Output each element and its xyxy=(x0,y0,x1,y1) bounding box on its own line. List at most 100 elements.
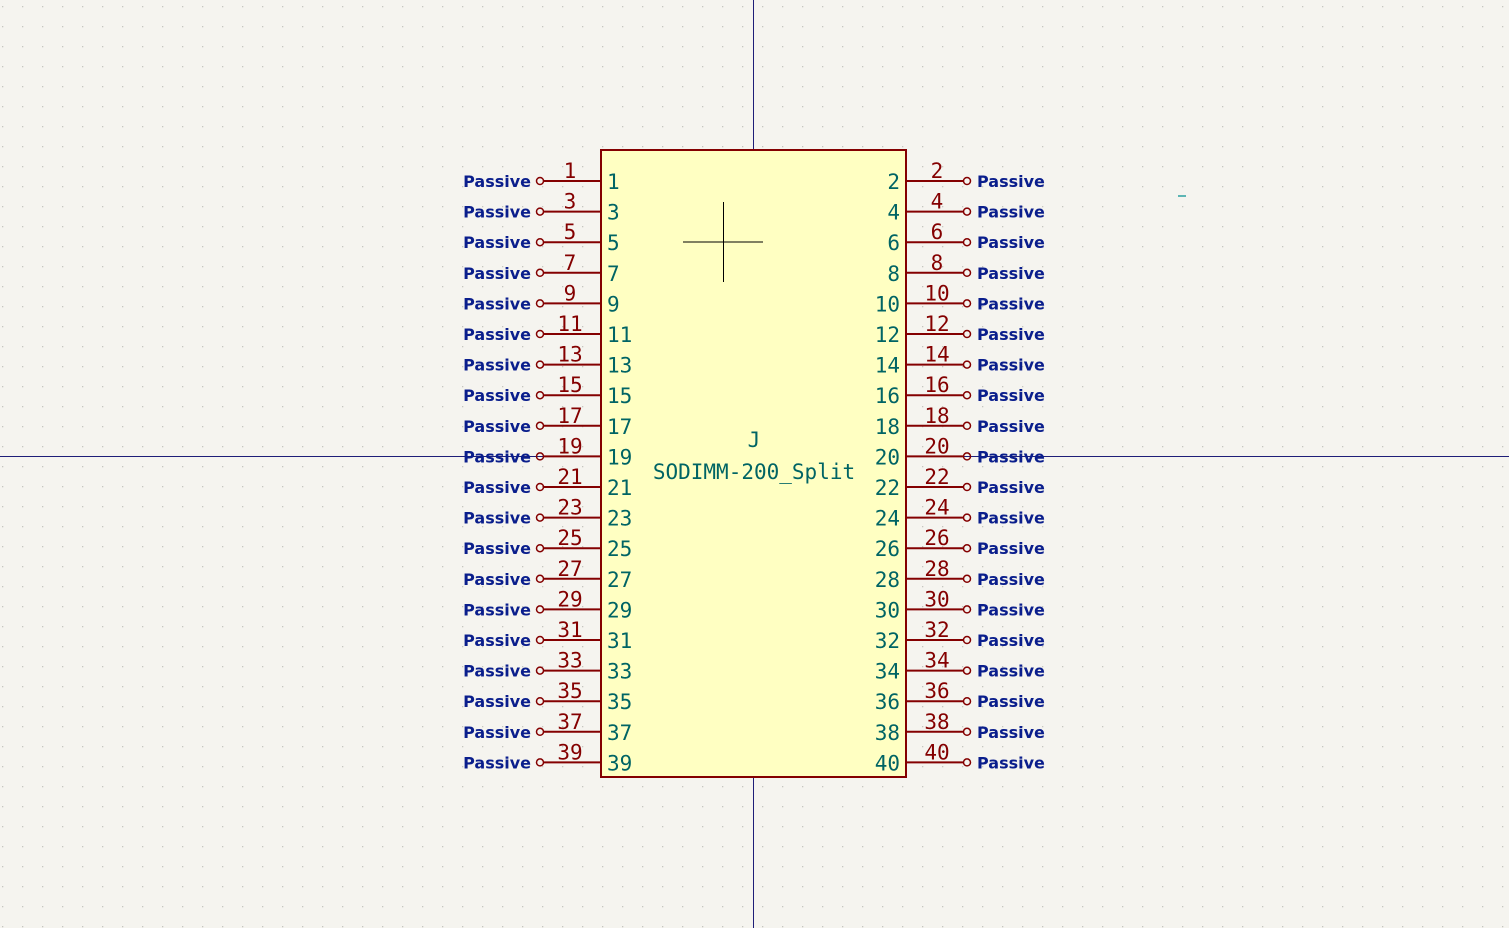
pin-33[interactable]: 33 Passive xyxy=(463,649,601,681)
pin-number: 28 xyxy=(924,557,949,581)
pin-electrical-type: Passive xyxy=(463,509,531,528)
pin-5[interactable]: 5 Passive xyxy=(463,220,601,252)
pin-name: 5 xyxy=(607,231,620,255)
pin-endpoint-icon xyxy=(962,237,972,247)
pin-name: 16 xyxy=(875,384,900,408)
pin-electrical-type: Passive xyxy=(977,172,1045,191)
pin-endpoint-icon xyxy=(962,574,972,584)
pin-electrical-type: Passive xyxy=(977,600,1045,619)
pin-21[interactable]: 21 Passive xyxy=(463,465,601,497)
pin-14[interactable]: 14 Passive xyxy=(906,343,1045,375)
pin-endpoint-icon xyxy=(962,329,972,339)
pin-26[interactable]: 26 Passive xyxy=(906,526,1045,558)
pin-4[interactable]: 4 Passive xyxy=(906,190,1045,222)
pin-9[interactable]: 9 Passive xyxy=(463,281,601,313)
pin-electrical-type: Passive xyxy=(463,233,531,252)
pin-number: 5 xyxy=(564,220,577,244)
pin-27[interactable]: 27 Passive xyxy=(463,557,601,589)
pin-30[interactable]: 30 Passive xyxy=(906,587,1045,619)
pin-endpoint-icon xyxy=(535,482,545,492)
pin-name: 32 xyxy=(875,629,900,653)
pin-name: 21 xyxy=(607,476,632,500)
pin-name: 13 xyxy=(607,354,632,378)
pin-endpoint-icon xyxy=(962,421,972,431)
pin-18[interactable]: 18 Passive xyxy=(906,404,1045,436)
pin-38[interactable]: 38 Passive xyxy=(906,710,1045,742)
pin-electrical-type: Passive xyxy=(977,294,1045,313)
pin-22[interactable]: 22 Passive xyxy=(906,465,1045,497)
pin-24[interactable]: 24 Passive xyxy=(906,496,1045,528)
pin-number: 20 xyxy=(924,434,949,458)
pin-endpoint-icon xyxy=(535,666,545,675)
pin-endpoint-icon xyxy=(962,727,972,737)
symbol-body[interactable] xyxy=(600,149,907,778)
pin-endpoint-icon xyxy=(962,207,972,216)
right-pins-group: 2 Passive 4 Passive 6 Passive 8 Passive 10 Passiv… xyxy=(906,159,1045,772)
pin-name: 7 xyxy=(607,262,620,286)
pin-2[interactable]: 2 Passive xyxy=(906,159,1045,191)
pin-number: 24 xyxy=(924,496,949,520)
pin-name: 23 xyxy=(607,507,632,531)
pin-12[interactable]: 12 Passive xyxy=(906,312,1045,344)
reference-designator[interactable]: J xyxy=(748,428,761,452)
pin-electrical-type: Passive xyxy=(977,417,1045,436)
pin-number: 29 xyxy=(557,587,582,611)
pin-11[interactable]: 11 Passive xyxy=(463,312,601,344)
pin-name: 38 xyxy=(875,721,900,745)
pin-electrical-type: Passive xyxy=(977,447,1045,466)
pin-electrical-type: Passive xyxy=(977,753,1045,772)
pin-20[interactable]: 20 Passive xyxy=(906,434,1045,466)
pin-7[interactable]: 7 Passive xyxy=(463,251,601,283)
pin-electrical-type: Passive xyxy=(463,264,531,283)
pin-40[interactable]: 40 Passive xyxy=(906,740,1045,772)
pin-34[interactable]: 34 Passive xyxy=(906,649,1045,681)
pin-name: 20 xyxy=(875,445,900,469)
pin-name: 28 xyxy=(875,568,900,592)
pin-19[interactable]: 19 Passive xyxy=(463,434,601,466)
pin-endpoint-icon xyxy=(535,574,545,584)
pin-16[interactable]: 16 Passive xyxy=(906,373,1045,405)
pin-23[interactable]: 23 Passive xyxy=(463,496,601,528)
pin-37[interactable]: 37 Passive xyxy=(463,710,601,742)
pin-25[interactable]: 25 Passive xyxy=(463,526,601,558)
pin-endpoint-icon xyxy=(962,176,972,186)
pin-number: 4 xyxy=(931,190,944,214)
pin-35[interactable]: 35 Passive xyxy=(463,679,601,711)
pin-name: 40 xyxy=(875,751,900,775)
pin-electrical-type: Passive xyxy=(977,203,1045,222)
pin-name: 12 xyxy=(875,323,900,347)
pin-8[interactable]: 8 Passive xyxy=(906,251,1045,283)
pin-number: 21 xyxy=(557,465,582,489)
pin-electrical-type: Passive xyxy=(463,356,531,375)
pin-31[interactable]: 31 Passive xyxy=(463,618,601,650)
pin-electrical-type: Passive xyxy=(463,294,531,313)
pin-name: 31 xyxy=(607,629,632,653)
pin-name: 6 xyxy=(887,231,900,255)
pin-32[interactable]: 32 Passive xyxy=(906,618,1045,650)
pin-13[interactable]: 13 Passive xyxy=(463,343,601,375)
pin-endpoint-icon xyxy=(962,390,972,400)
pin-name: 30 xyxy=(875,598,900,622)
pin-17[interactable]: 17 Passive xyxy=(463,404,601,436)
pin-endpoint-icon xyxy=(535,207,545,216)
symbol-value[interactable]: SODIMM-200_Split xyxy=(653,460,855,484)
pin-28[interactable]: 28 Passive xyxy=(906,557,1045,589)
pin-endpoint-icon xyxy=(535,329,545,339)
pin-39[interactable]: 39 Passive xyxy=(463,740,601,772)
pin-36[interactable]: 36 Passive xyxy=(906,679,1045,711)
pin-electrical-type: Passive xyxy=(977,662,1045,681)
pin-1[interactable]: 1 Passive xyxy=(463,159,601,191)
pin-electrical-type: Passive xyxy=(463,692,531,711)
pin-29[interactable]: 29 Passive xyxy=(463,587,601,619)
pin-15[interactable]: 15 Passive xyxy=(463,373,601,405)
pin-3[interactable]: 3 Passive xyxy=(463,190,601,222)
pin-electrical-type: Passive xyxy=(977,539,1045,558)
pin-electrical-type: Passive xyxy=(977,356,1045,375)
pin-6[interactable]: 6 Passive xyxy=(906,220,1045,252)
pin-number: 30 xyxy=(924,587,949,611)
pin-name: 36 xyxy=(875,690,900,714)
pin-electrical-type: Passive xyxy=(463,386,531,405)
pin-10[interactable]: 10 Passive xyxy=(906,281,1045,313)
